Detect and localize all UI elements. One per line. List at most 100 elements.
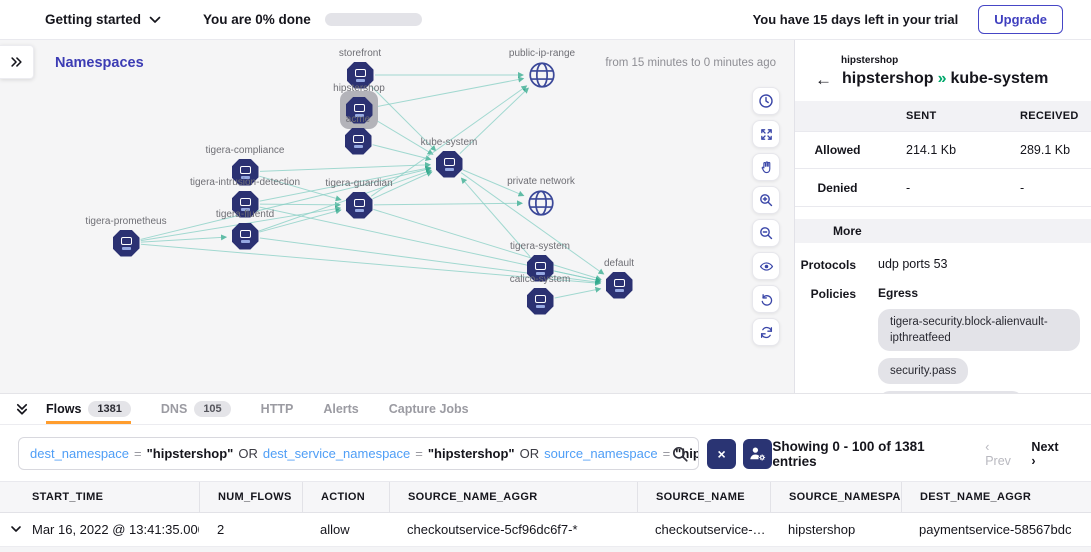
zoom-in-icon (758, 192, 774, 208)
detail-panel: hipstershop ← hipstershop» kube-system SE… (795, 40, 1091, 393)
graph-node-tigera-intrusion-detection[interactable] (231, 190, 259, 218)
stats-row-allowed: Allowed 214.1 Kb 289.1 Kb (795, 131, 1091, 169)
tab-dns[interactable]: DNS 105 (161, 394, 231, 424)
graph-node-label: tigera-intrusion-detection (189, 177, 301, 188)
policy-pill[interactable]: tigera-security.block-alienvault-ipthrea… (878, 309, 1080, 352)
person-gear-icon (750, 447, 766, 461)
tab-label: Flows (46, 402, 82, 416)
graph-node-label: tigera-guardian (325, 178, 393, 189)
graph-node-hipstershop[interactable] (345, 96, 373, 124)
graph-node-calico-system[interactable] (526, 287, 554, 315)
zoom-out-button[interactable] (752, 219, 780, 247)
page-title: Namespaces (55, 55, 144, 71)
double-chevron-right-icon (11, 57, 22, 67)
collapse-panel-button[interactable] (14, 402, 30, 417)
row-expand-chevron-icon[interactable] (10, 523, 22, 535)
graph-node-acme[interactable] (344, 127, 372, 155)
time-button[interactable] (752, 87, 780, 115)
graph-edge (370, 85, 437, 152)
graph-node-private-network[interactable] (526, 188, 556, 218)
main-area: storefront public-ip-range hipstershop acme… (0, 40, 1091, 393)
graph-edge (140, 166, 432, 240)
zoom-in-button[interactable] (752, 186, 780, 214)
graph-node-tigera-compliance[interactable] (231, 158, 259, 186)
query-token-value: "hipstershop" (427, 446, 515, 461)
graph-node-label: private network (507, 176, 575, 187)
graph-node-kube-system[interactable] (435, 150, 463, 178)
policy-pill-list: tigera-security.block-alienvault-ipthrea… (878, 309, 1091, 393)
user-settings-button[interactable] (743, 438, 773, 469)
ns-badge (121, 246, 131, 250)
graph-node-label: hipstershop (333, 83, 385, 94)
tab-alerts[interactable]: Alerts (323, 394, 358, 424)
graph-node-tigera-prometheus[interactable] (112, 229, 140, 257)
service-graph-canvas[interactable]: storefront public-ip-range hipstershop acme… (0, 40, 795, 393)
visibility-button[interactable] (752, 252, 780, 280)
query-bar: dest_namespace = "hipstershop" OR dest_servi… (0, 425, 1091, 481)
back-arrow-icon[interactable]: ← (815, 69, 832, 89)
flows-table-body: Mar 16, 2022 @ 13:41:35.000 2 allow checkou… (0, 513, 1091, 547)
graph-node-default[interactable] (605, 271, 633, 299)
tab-count-badge: 105 (194, 401, 231, 417)
refresh-icon (759, 325, 774, 340)
expand-icon (759, 127, 774, 142)
graph-node-tigera-system[interactable] (526, 254, 554, 282)
policy-pill[interactable]: security.pass (878, 358, 969, 385)
graph-node-label: kube-system (420, 137, 478, 148)
tab-capture-jobs[interactable]: Capture Jobs (389, 394, 469, 424)
upgrade-button[interactable]: Upgrade (978, 5, 1063, 34)
query-token-keyword: OR (519, 446, 540, 461)
query-token-op: = (415, 446, 423, 461)
clear-query-button[interactable]: × (707, 438, 737, 469)
stats-col-received: RECEIVED (1020, 110, 1079, 122)
policy-pill[interactable]: platform.allow-kube-dns (878, 391, 1025, 393)
graph-toolbar (752, 87, 780, 346)
pan-button[interactable] (752, 153, 780, 181)
graph-edge (259, 161, 432, 172)
column-header-dest_name_aggr: DEST_NAME_AGGR (901, 482, 1091, 512)
traffic-stats-table: SENT RECEIVED Allowed 214.1 Kb 289.1 Kb Den… (795, 101, 1091, 207)
globe-icon (529, 62, 555, 88)
query-token-op: = (134, 446, 142, 461)
edge-source: hipstershop (842, 70, 934, 87)
stats-cell: - (1020, 180, 1025, 195)
table-cell: paymentservice-58567bdc (919, 522, 1072, 537)
refresh-button[interactable] (752, 318, 780, 346)
ns-badge (355, 78, 365, 82)
graph-node-label: acme (345, 114, 371, 125)
sidebar-expand-button[interactable] (0, 45, 34, 79)
graph-edge (554, 270, 602, 283)
progress-label: You are 0% done (203, 12, 311, 27)
tab-flows[interactable]: Flows 1381 (46, 394, 131, 424)
tab-http[interactable]: HTTP (261, 394, 294, 424)
namespace-icon (354, 68, 366, 77)
column-header-action: ACTION (302, 482, 389, 512)
tab-label: DNS (160, 402, 188, 416)
graph-node-tigera-fluentd[interactable] (231, 222, 259, 250)
graph-edge (373, 76, 525, 108)
fit-view-button[interactable] (752, 120, 780, 148)
undo-button[interactable] (752, 285, 780, 313)
getting-started-dropdown[interactable]: Getting started (45, 12, 161, 27)
namespace-icon (352, 134, 364, 143)
globe-icon (528, 190, 554, 216)
graph-node-storefront[interactable] (346, 61, 374, 89)
graph-node-public-ip-range[interactable] (527, 60, 557, 90)
graph-node-label: tigera-system (509, 241, 571, 252)
next-page-button[interactable]: Next › (1031, 439, 1059, 468)
table-row[interactable]: Mar 16, 2022 @ 13:41:35.000 2 allow checkou… (0, 513, 1091, 547)
more-section-header: More (795, 219, 1091, 243)
query-input[interactable]: dest_namespace = "hipstershop" OR dest_servi… (18, 437, 700, 470)
search-icon (673, 446, 688, 462)
graph-edge (259, 201, 342, 208)
graph-edge (370, 85, 528, 197)
graph-edge (259, 165, 432, 202)
namespace-icon (443, 157, 455, 166)
stats-cell: Denied (817, 180, 858, 195)
query-token-op: = (662, 446, 671, 461)
graph-node-tigera-guardian[interactable] (345, 191, 373, 219)
prev-page-button[interactable]: ‹ Prev (985, 439, 1011, 468)
graph-edge (373, 200, 524, 207)
graph-node-label: calico-system (509, 274, 571, 285)
ns-badge (354, 113, 364, 117)
